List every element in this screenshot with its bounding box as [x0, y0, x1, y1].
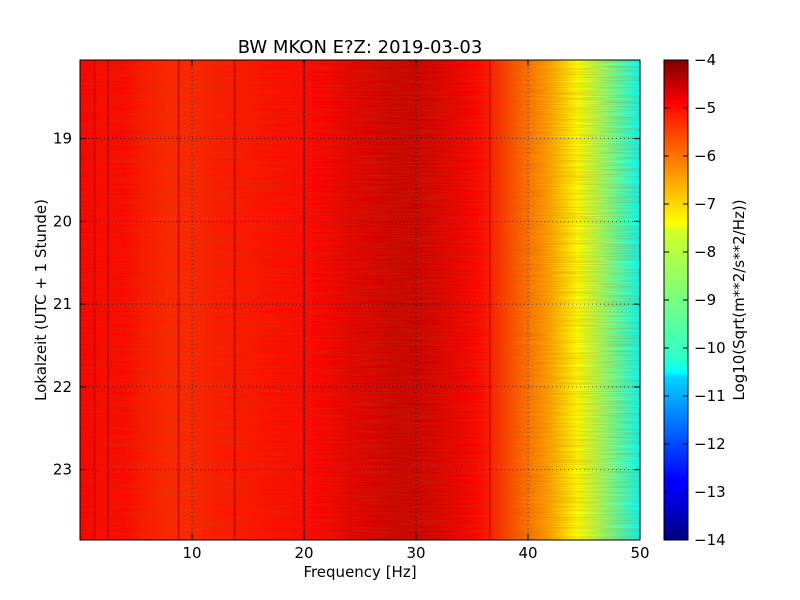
colorbar-tick-label: −13 — [694, 483, 726, 501]
colorbar-tick-label: −5 — [694, 99, 716, 117]
heatmap-grain — [80, 60, 640, 540]
colorbar-label: Log10(Sqrt(m**2/s**2/Hz)) — [730, 199, 748, 400]
y-axis-label: Lokalzeit (UTC + 1 Stunde) — [32, 199, 50, 401]
colorbar-tick-label: −8 — [694, 243, 716, 261]
x-tick-label: 50 — [630, 544, 649, 562]
grid-lines — [80, 60, 640, 540]
x-tick-label: 30 — [406, 544, 425, 562]
y-tick-label: 19 — [53, 130, 72, 148]
colorbar-ticks: −4 −5 −6 −7 −8 −9 −10 −11 −12 −13 −14 — [664, 51, 726, 549]
x-tick-label: 40 — [518, 544, 537, 562]
colorbar-tick-label: −9 — [694, 291, 716, 309]
y-axis-ticks: 19 20 21 22 23 — [53, 130, 640, 479]
colorbar-tick-label: −12 — [694, 435, 726, 453]
x-axis-ticks: 10 20 30 40 50 — [182, 60, 650, 562]
colorbar-tick-label: −4 — [694, 51, 716, 69]
colorbar-tick-label: −10 — [694, 339, 726, 357]
y-tick-label: 21 — [53, 295, 72, 313]
colorbar-tick-label: −6 — [694, 147, 716, 165]
x-axis-label: Frequency [Hz] — [303, 563, 416, 581]
colorbar-tick-label: −7 — [694, 195, 716, 213]
y-tick-label: 20 — [53, 212, 72, 230]
colorbar-tick-label: −14 — [694, 531, 726, 549]
y-tick-label: 23 — [53, 461, 72, 479]
y-tick-label: 22 — [53, 378, 72, 396]
plot-frame — [79, 59, 641, 541]
colorbar: −4 −5 −6 −7 −8 −9 −10 −11 −12 −13 −14 Log10(Sqrt(m… — [663, 51, 748, 549]
plot-area: 10 20 30 40 50 19 20 21 22 23 — [53, 59, 650, 562]
chart-title: BW MKON E?Z: 2019-03-03 — [238, 37, 483, 58]
x-tick-label: 20 — [294, 544, 313, 562]
colorbar-tick-label: −11 — [694, 387, 726, 405]
x-tick-label: 10 — [182, 544, 201, 562]
